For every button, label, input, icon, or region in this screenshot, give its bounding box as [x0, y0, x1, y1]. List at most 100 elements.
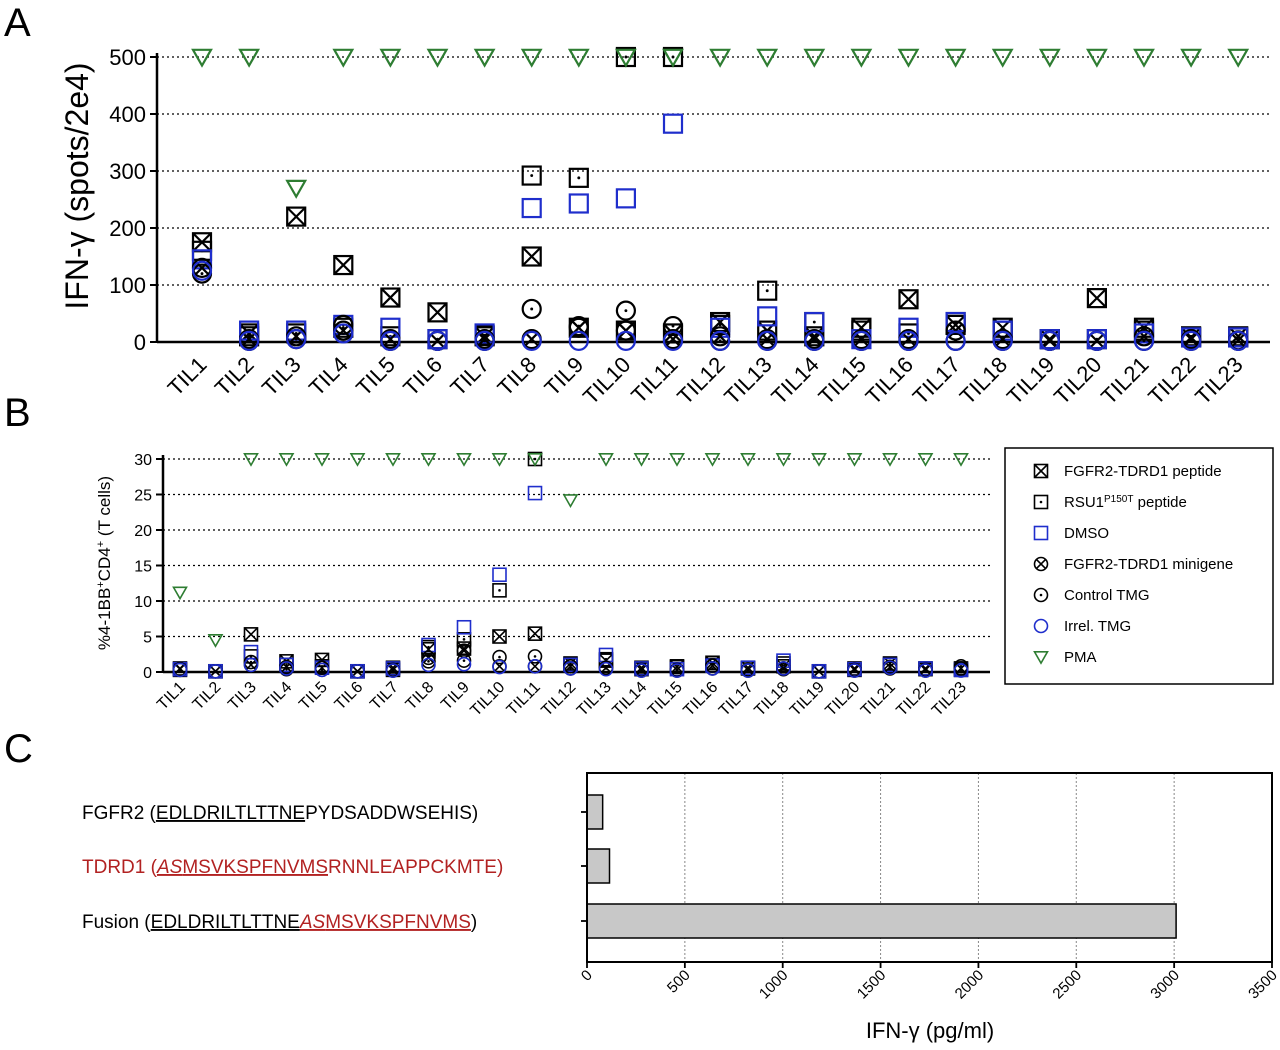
point-tri [811, 452, 827, 467]
point-circle [847, 663, 862, 678]
x-tick-label: TIL16 [680, 679, 721, 720]
x-tick-label: TIL18 [955, 352, 1012, 409]
x-tick-label: TIL8 [403, 679, 438, 714]
legend-label: FGFR2-TDRD1 minigene [1064, 556, 1233, 573]
x-tick-label: TIL22 [1143, 352, 1200, 409]
point-tri [473, 48, 496, 68]
x-tick-label: TIL22 [893, 679, 934, 720]
x-tick-label: TIL6 [332, 679, 367, 714]
point-tri [420, 452, 437, 467]
x-tick-label: TIL3 [225, 679, 260, 714]
point-circle [427, 330, 448, 351]
x-tick-label: 2500 [1049, 967, 1085, 1003]
point-cdot [521, 165, 542, 186]
panel-a-y-ticks: 0 100 200 300 400 500 [109, 45, 157, 355]
point-square [456, 619, 472, 635]
point-ccross [521, 246, 542, 267]
point-ccross [427, 302, 448, 323]
panel-b-points [172, 451, 969, 679]
point-tri [756, 48, 779, 68]
y-tick-label: 500 [109, 45, 146, 70]
x-tick-label: TIL23 [1190, 352, 1247, 409]
point-circle [385, 663, 401, 678]
point-ccross [1086, 288, 1108, 309]
y-tick-label: 400 [109, 102, 146, 127]
point-square [776, 653, 791, 668]
y-tick-label: 300 [109, 159, 146, 184]
point-circle [521, 330, 542, 351]
point-ccross [662, 323, 684, 344]
point-circle [705, 661, 720, 676]
x-tick-label: TIL2 [190, 679, 225, 714]
x-tick-label: TIL8 [492, 352, 541, 401]
legend-label: RSU1P150T peptide [1064, 494, 1187, 512]
point-cdot [757, 280, 778, 301]
x-tick-label: 3000 [1147, 967, 1183, 1003]
point-circle [669, 663, 685, 678]
x-tick-label: TIL19 [787, 679, 828, 720]
panel-c-x-axis-label: IFN-γ (pg/ml) [866, 1018, 994, 1043]
x-tick-label: TIL10 [467, 679, 508, 720]
y-tick-label: 200 [109, 216, 146, 241]
panel-c-x-ticks: 0 500 1000 1500 2000 2500 3000 3500 [578, 962, 1280, 1002]
point-circle [208, 663, 223, 679]
x-tick-label: TIL4 [304, 352, 353, 401]
bar-fusion [586, 903, 1177, 939]
point-tri [191, 48, 213, 68]
x-tick-label: TIL19 [1002, 352, 1059, 409]
legend-box [1004, 447, 1274, 685]
point-circle [456, 656, 472, 672]
x-tick-label: TIL18 [751, 679, 792, 720]
x-tick-label: TIL4 [261, 679, 296, 714]
point-tri [278, 452, 295, 467]
point-cdot [568, 167, 589, 188]
x-tick-label: TIL7 [445, 352, 494, 401]
point-circle [776, 661, 791, 676]
panel-c-bars [586, 794, 1177, 939]
point-tri [704, 452, 721, 467]
x-tick-label: TIL16 [861, 352, 918, 409]
x-tick-label: TIL11 [626, 352, 682, 408]
point-circle [1039, 330, 1060, 351]
point-odot [527, 649, 543, 664]
point-tri [1133, 48, 1155, 68]
point-tri [567, 48, 590, 68]
point-circle [243, 657, 259, 673]
x-tick-label: TIL21 [858, 679, 899, 720]
legend-label: DMSO [1064, 525, 1109, 542]
x-tick-label: 2000 [952, 967, 988, 1003]
x-tick-label: 3500 [1245, 967, 1280, 1003]
point-tri [379, 48, 402, 68]
point-tri [846, 452, 863, 467]
point-circle [172, 662, 188, 678]
category-label: TDRD1 (ASMSVKSPFNVMSRNNLEAPPCKMTE) [82, 857, 503, 878]
point-tri [1227, 48, 1250, 68]
y-tick-label: 100 [109, 273, 146, 298]
point-circle [811, 663, 827, 679]
point-tri [1086, 48, 1108, 68]
point-tri [944, 48, 967, 68]
point-circle [563, 661, 578, 676]
point-tri [285, 179, 308, 199]
point-tri [740, 452, 756, 467]
x-tick-label: TIL5 [296, 679, 331, 714]
point-tri [172, 586, 188, 601]
point-circle [350, 663, 365, 679]
x-tick-label: 0 [578, 967, 596, 985]
legend-label: Control TMG [1064, 587, 1150, 604]
x-tick-label: TIL7 [367, 679, 402, 714]
y-tick-label: 5 [143, 629, 152, 646]
panel-b-y-ticks: 0 5 10 15 20 25 30 [134, 452, 163, 682]
point-tri [238, 48, 260, 68]
point-cdot [492, 583, 507, 598]
x-tick-label: TIL14 [766, 352, 823, 409]
x-tick-label: TIL12 [538, 679, 579, 720]
point-tri [775, 452, 792, 467]
point-circle [740, 663, 756, 678]
point-square [521, 197, 542, 219]
point-circle [898, 330, 919, 351]
point-tri [850, 48, 873, 68]
x-tick-label: TIL17 [908, 352, 965, 409]
point-cdot [456, 632, 472, 647]
point-tri [456, 452, 472, 467]
